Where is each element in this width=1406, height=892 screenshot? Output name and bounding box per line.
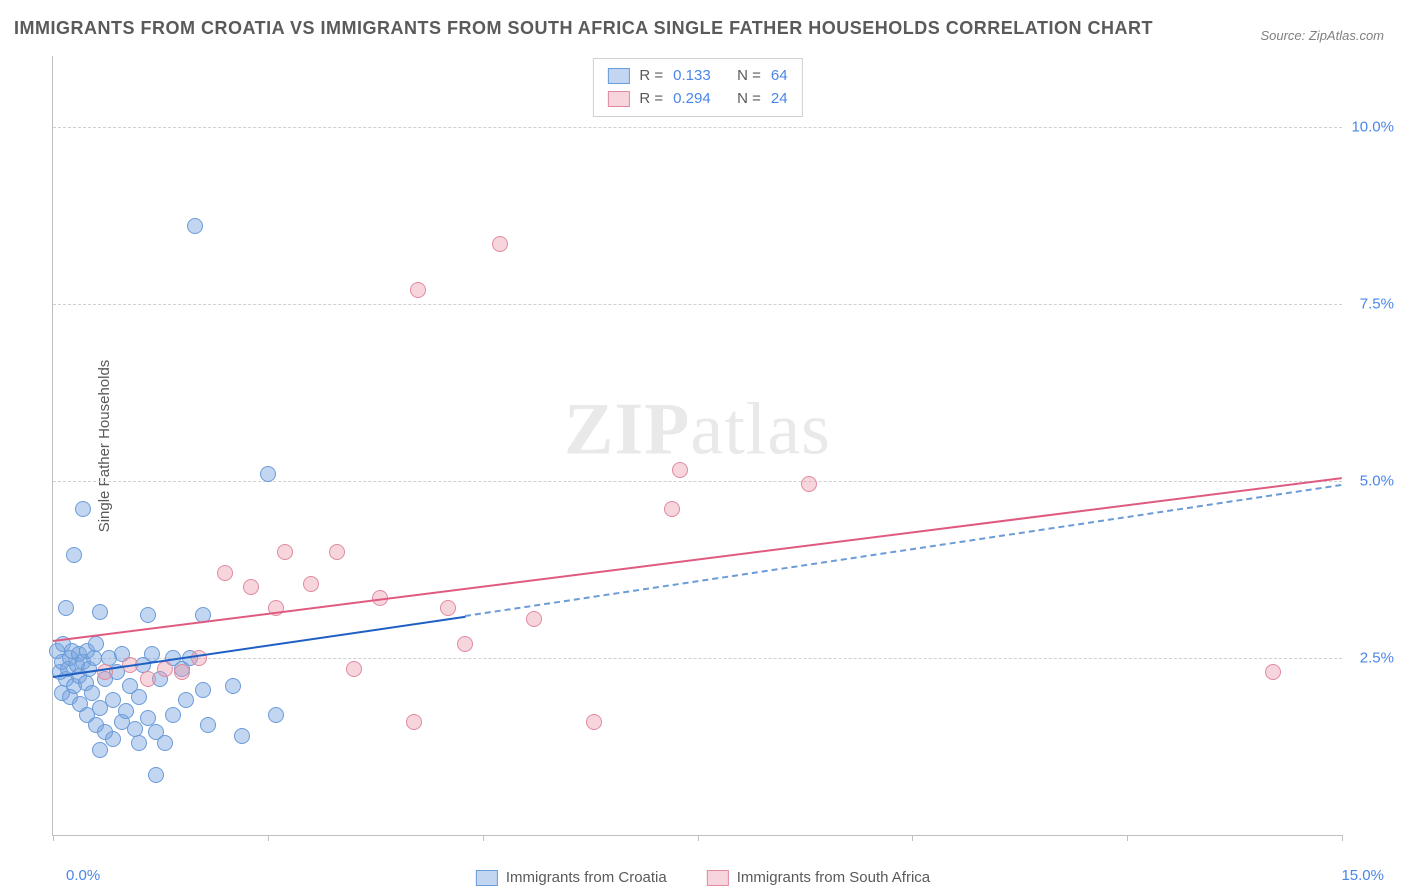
data-point-croatia	[178, 692, 194, 708]
data-point-croatia	[260, 466, 276, 482]
data-point-south-africa	[243, 579, 259, 595]
x-tick-mark	[912, 835, 913, 841]
data-point-south-africa	[174, 664, 190, 680]
data-point-south-africa	[346, 661, 362, 677]
chart-title: IMMIGRANTS FROM CROATIA VS IMMIGRANTS FR…	[14, 18, 1153, 39]
data-point-south-africa	[277, 544, 293, 560]
data-point-south-africa	[586, 714, 602, 730]
x-tick-mark	[1342, 835, 1343, 841]
y-tick-label: 2.5%	[1360, 649, 1394, 666]
n-value-croatia: 64	[771, 65, 788, 88]
y-tick-label: 10.0%	[1351, 118, 1394, 135]
gridline	[53, 304, 1342, 305]
data-point-croatia	[92, 742, 108, 758]
data-point-croatia	[66, 547, 82, 563]
data-point-croatia	[86, 650, 102, 666]
data-point-croatia	[234, 728, 250, 744]
data-point-croatia	[200, 717, 216, 733]
data-point-croatia	[148, 767, 164, 783]
x-tick-mark	[698, 835, 699, 841]
data-point-croatia	[157, 735, 173, 751]
data-point-south-africa	[410, 282, 426, 298]
x-tick-mark	[268, 835, 269, 841]
r-label: R =	[639, 65, 663, 88]
series-legend: Immigrants from Croatia Immigrants from …	[476, 869, 930, 886]
gridline	[53, 481, 1342, 482]
x-tick-mark	[1127, 835, 1128, 841]
data-point-croatia	[88, 636, 104, 652]
data-point-croatia	[225, 678, 241, 694]
data-point-croatia	[131, 689, 147, 705]
data-point-south-africa	[157, 661, 173, 677]
x-tick-mark	[483, 835, 484, 841]
r-label: R =	[639, 88, 663, 111]
trendline-croatia-dashed	[465, 484, 1342, 617]
data-point-south-africa	[664, 501, 680, 517]
legend-item-croatia: Immigrants from Croatia	[476, 869, 667, 886]
x-tick-max: 15.0%	[1341, 867, 1384, 884]
y-tick-label: 7.5%	[1360, 295, 1394, 312]
data-point-south-africa	[801, 476, 817, 492]
data-point-croatia	[92, 604, 108, 620]
n-value-south-africa: 24	[771, 88, 788, 111]
data-point-croatia	[140, 607, 156, 623]
swatch-south-africa	[607, 91, 629, 107]
swatch-south-africa	[707, 870, 729, 886]
data-point-south-africa	[492, 236, 508, 252]
gridline	[53, 127, 1342, 128]
legend-row-south-africa: R = 0.294 N = 24	[607, 88, 787, 111]
data-point-south-africa	[457, 636, 473, 652]
trendline-croatia-solid	[53, 615, 466, 677]
data-point-croatia	[187, 218, 203, 234]
data-point-south-africa	[217, 565, 233, 581]
data-point-croatia	[75, 501, 91, 517]
data-point-croatia	[268, 707, 284, 723]
r-value-south-africa: 0.294	[673, 88, 721, 111]
correlation-legend: R = 0.133 N = 64 R = 0.294 N = 24	[592, 58, 802, 117]
swatch-croatia	[476, 870, 498, 886]
data-point-south-africa	[329, 544, 345, 560]
swatch-croatia	[607, 68, 629, 84]
data-point-south-africa	[526, 611, 542, 627]
data-point-south-africa	[672, 462, 688, 478]
data-point-croatia	[195, 682, 211, 698]
data-point-croatia	[118, 703, 134, 719]
r-value-croatia: 0.133	[673, 65, 721, 88]
data-point-croatia	[165, 707, 181, 723]
legend-item-south-africa: Immigrants from South Africa	[707, 869, 930, 886]
plot-area: ZIPatlas R = 0.133 N = 64 R = 0.294 N = …	[52, 56, 1342, 836]
gridline	[53, 658, 1342, 659]
n-label: N =	[737, 88, 761, 111]
legend-label-south-africa: Immigrants from South Africa	[737, 869, 930, 886]
legend-label-croatia: Immigrants from Croatia	[506, 869, 667, 886]
x-tick-mark	[53, 835, 54, 841]
n-label: N =	[737, 65, 761, 88]
data-point-south-africa	[140, 671, 156, 687]
data-point-south-africa	[1265, 664, 1281, 680]
data-point-croatia	[131, 735, 147, 751]
data-point-south-africa	[303, 576, 319, 592]
trendline-south-africa	[53, 477, 1342, 642]
y-tick-label: 5.0%	[1360, 472, 1394, 489]
x-tick-min: 0.0%	[66, 867, 100, 884]
data-point-south-africa	[440, 600, 456, 616]
legend-row-croatia: R = 0.133 N = 64	[607, 65, 787, 88]
data-point-croatia	[58, 600, 74, 616]
data-point-south-africa	[191, 650, 207, 666]
watermark: ZIPatlas	[564, 387, 831, 472]
data-point-south-africa	[406, 714, 422, 730]
data-point-croatia	[105, 731, 121, 747]
source-attribution: Source: ZipAtlas.com	[1260, 28, 1384, 43]
